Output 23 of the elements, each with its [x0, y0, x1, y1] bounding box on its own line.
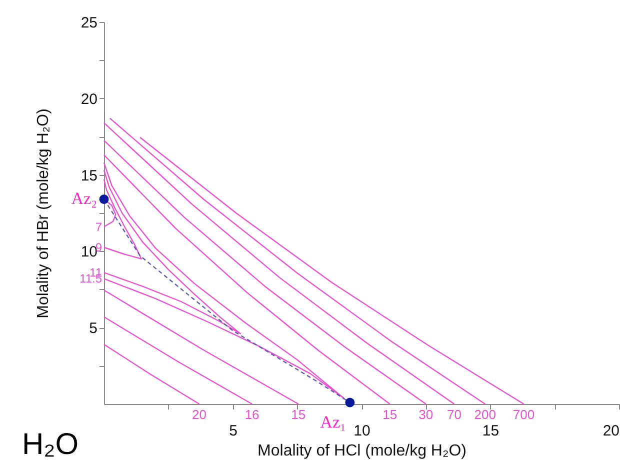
y-tick-label: 10 — [80, 244, 98, 261]
series-label: 15 — [382, 407, 398, 422]
series-label: 200 — [474, 407, 496, 422]
x-tick-label: 15 — [482, 422, 500, 440]
y-tick-label: 20 — [80, 90, 98, 108]
series-label: 700 — [512, 407, 535, 422]
x-tick-label: 20 — [602, 422, 620, 440]
x-tick-label: 5 — [229, 422, 238, 440]
y-tick-label: 15 — [80, 167, 98, 184]
annotation: Az₂ — [71, 189, 97, 208]
annotation: Az₁ — [320, 412, 346, 432]
series-label: 70 — [446, 407, 462, 422]
x-axis-title: Molality of HCl (mole/kg H₂O) — [258, 442, 466, 460]
x-tick-label: 10 — [354, 422, 370, 440]
text: H₂O — [22, 428, 79, 461]
series-label: 30 — [418, 407, 434, 422]
y-tick-label: 25 — [80, 14, 98, 32]
y-axis-title: Molality of HBr (mole/kg H₂O) — [34, 108, 52, 318]
y-tick-label: 5 — [89, 320, 98, 338]
series-label: 16 — [244, 407, 260, 422]
series-label: 15 — [291, 407, 306, 422]
series-label: 7 — [95, 220, 102, 234]
series-label: 20 — [192, 407, 207, 422]
